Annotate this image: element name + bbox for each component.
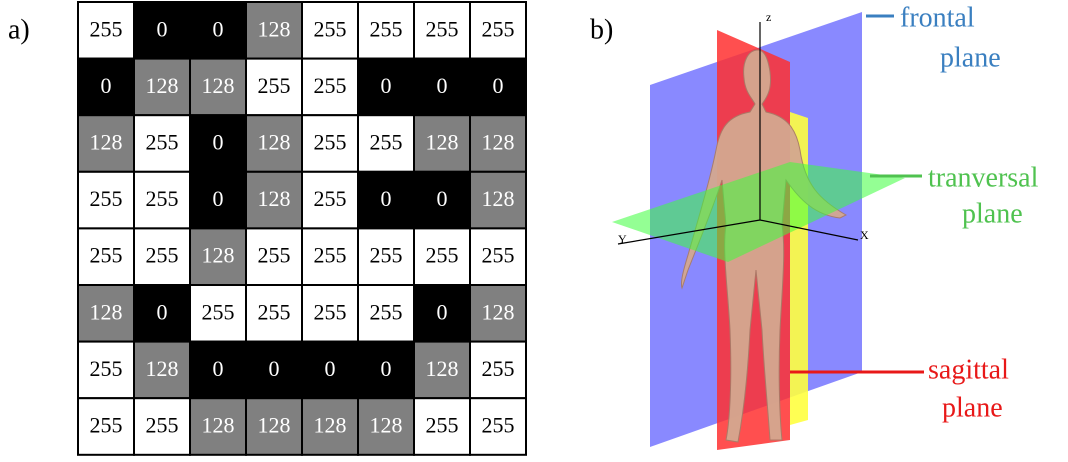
pixel-value: 255 (90, 186, 123, 211)
pixel-value: 0 (437, 186, 448, 211)
pixel-value: 0 (381, 356, 392, 381)
page: a) b) 255 0 0 128 255 255 255 255 0 128 128 255 255 0… (0, 0, 1068, 462)
pixel-value: 255 (482, 356, 515, 381)
pixel-value: 128 (202, 73, 235, 98)
plane-label: sagittal (928, 354, 1009, 385)
pixel-value: 255 (314, 130, 347, 155)
pixel-value: 255 (90, 356, 123, 381)
pixel-value: 128 (426, 130, 459, 155)
pixel-value: 128 (258, 16, 291, 41)
pixel-value: 128 (482, 299, 515, 324)
pixel-value: 128 (146, 356, 179, 381)
pixel-value: 0 (157, 299, 168, 324)
pixel-value: 0 (437, 73, 448, 98)
pixel-value: 128 (258, 130, 291, 155)
plane-label: tranversal (928, 162, 1039, 193)
pixel-value: 0 (157, 16, 168, 41)
pixel-value: 128 (314, 413, 347, 438)
pixel-value: 255 (482, 413, 515, 438)
pixel-value: 0 (213, 130, 224, 155)
pixel-value: 255 (314, 73, 347, 98)
panel-label: b) (590, 14, 613, 45)
panel-label: a) (8, 14, 30, 45)
pixel-value: 255 (90, 16, 123, 41)
pixel-value: 255 (258, 299, 291, 324)
pixel-value: 128 (202, 243, 235, 268)
plane-label: plane (962, 198, 1023, 229)
pixel-value: 0 (213, 186, 224, 211)
pixel-value: 255 (258, 243, 291, 268)
pixel-value: 255 (314, 243, 347, 268)
pixel-value: 255 (202, 299, 235, 324)
pixel-value: 0 (437, 299, 448, 324)
pixel-value: 128 (202, 413, 235, 438)
pixel-value: 255 (482, 243, 515, 268)
pixel-value: 255 (258, 73, 291, 98)
pixel-grid: 255 0 0 128 255 255 255 255 0 128 128 255 255 0 0 0 128 2… (78, 2, 526, 455)
pixel-value: 255 (426, 16, 459, 41)
pixel-value: 255 (370, 243, 403, 268)
axis-label: z (766, 10, 771, 24)
plane-label: plane (940, 42, 1001, 73)
pixel-value: 255 (370, 16, 403, 41)
pixel-value: 255 (90, 413, 123, 438)
pixel-value: 128 (146, 73, 179, 98)
pixel-value: 128 (482, 186, 515, 211)
pixel-value: 0 (101, 73, 112, 98)
pixel-value: 0 (381, 186, 392, 211)
pixel-value: 128 (426, 356, 459, 381)
plane-label: plane (942, 392, 1003, 423)
pixel-value: 255 (146, 243, 179, 268)
pixel-value: 255 (146, 130, 179, 155)
pixel-value: 0 (493, 73, 504, 98)
pixel-value: 255 (314, 299, 347, 324)
axis-label: X (860, 228, 869, 242)
pixel-value: 255 (482, 16, 515, 41)
pixel-value: 255 (426, 243, 459, 268)
pixel-value: 255 (90, 243, 123, 268)
pixel-value: 128 (370, 413, 403, 438)
pixel-value: 0 (269, 356, 280, 381)
pixel-value: 255 (314, 16, 347, 41)
pixel-value: 128 (90, 299, 123, 324)
pixel-value: 255 (426, 413, 459, 438)
pixel-value: 255 (370, 130, 403, 155)
pixel-value: 255 (146, 186, 179, 211)
pixel-value: 0 (213, 356, 224, 381)
plane-label: frontal (900, 2, 975, 33)
figure: a) b) 255 0 0 128 255 255 255 255 0 128 128 255 255 0… (0, 0, 1068, 457)
pixel-value: 0 (325, 356, 336, 381)
pixel-value: 255 (370, 299, 403, 324)
pixel-value: 128 (258, 413, 291, 438)
pixel-value: 128 (258, 186, 291, 211)
pixel-value: 255 (146, 413, 179, 438)
pixel-value: 128 (482, 130, 515, 155)
pixel-value: 0 (213, 16, 224, 41)
pixel-value: 0 (381, 73, 392, 98)
anatomy-diagram: z Y X (612, 10, 924, 450)
axis-label: Y (618, 232, 627, 246)
pixel-value: 128 (90, 130, 123, 155)
pixel-value: 255 (314, 186, 347, 211)
